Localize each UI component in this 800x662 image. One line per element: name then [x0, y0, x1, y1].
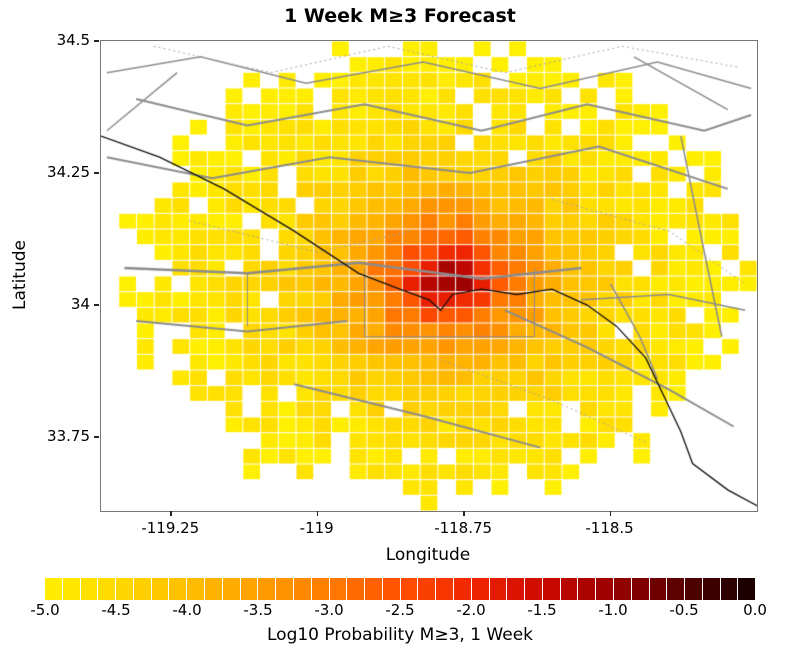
- colorbar-segment: [382, 578, 400, 600]
- colorbar-tick-label: -4.5: [101, 601, 131, 619]
- colorbar-segment: [542, 578, 560, 600]
- colorbar: [45, 578, 756, 600]
- colorbar-segment: [720, 578, 738, 600]
- colorbar-segment: [45, 578, 62, 600]
- colorbar-segment: [453, 578, 471, 600]
- colorbar-segment: [311, 578, 329, 600]
- colorbar-segment: [98, 578, 116, 600]
- x-tick-mark: [170, 511, 172, 516]
- colorbar-segment: [400, 578, 418, 600]
- colorbar-caption: Log10 Probability M≥3, 1 Week: [267, 625, 533, 645]
- colorbar-segment: [631, 578, 649, 600]
- colorbar-segment: [596, 578, 613, 600]
- x-tick-label: -118.5: [585, 519, 634, 537]
- colorbar-segment: [62, 578, 80, 600]
- colorbar-segment: [489, 578, 507, 600]
- colorbar-segment: [702, 578, 720, 600]
- x-tick-label: -119: [299, 519, 334, 537]
- heatmap-canvas: [100, 40, 758, 512]
- colorbar-tick-label: -5.0: [30, 601, 60, 619]
- colorbar-segment: [418, 578, 436, 600]
- y-tick-mark: [94, 40, 99, 42]
- colorbar-segment: [276, 578, 293, 600]
- colorbar-segment: [258, 578, 276, 600]
- chart-title: 1 Week M≥3 Forecast: [284, 5, 516, 27]
- colorbar-segment: [525, 578, 542, 600]
- y-axis-label: Latitude: [10, 240, 30, 310]
- colorbar-tick-label: -1.5: [527, 601, 557, 619]
- colorbar-segment: [80, 578, 98, 600]
- x-tick-mark: [463, 511, 465, 516]
- colorbar-tick-label: 0.0: [743, 601, 767, 619]
- colorbar-segment: [133, 578, 151, 600]
- y-tick-label: 34.25: [47, 163, 90, 182]
- x-tick-label: -119.25: [141, 519, 200, 537]
- colorbar-tick-label: -4.0: [172, 601, 202, 619]
- y-tick-label: 34.5: [56, 31, 90, 49]
- x-tick-label: -118.75: [434, 519, 493, 537]
- colorbar-segment: [471, 578, 489, 600]
- y-tick-mark: [94, 304, 99, 306]
- colorbar-tick-label: -1.0: [598, 601, 628, 619]
- colorbar-tick-label: -2.0: [456, 601, 486, 619]
- colorbar-segment: [507, 578, 525, 600]
- colorbar-segment: [649, 578, 667, 600]
- colorbar-segment: [116, 578, 133, 600]
- colorbar-segment: [293, 578, 311, 600]
- y-tick-mark: [94, 172, 99, 174]
- colorbar-segment: [151, 578, 169, 600]
- colorbar-segment: [436, 578, 453, 600]
- colorbar-tick-label: -0.5: [669, 601, 699, 619]
- colorbar-segment: [738, 578, 756, 600]
- colorbar-segment: [205, 578, 222, 600]
- colorbar-segment: [240, 578, 258, 600]
- colorbar-segment: [667, 578, 685, 600]
- colorbar-tick-label: -3.5: [243, 601, 273, 619]
- colorbar-segment: [169, 578, 187, 600]
- colorbar-segment: [222, 578, 240, 600]
- x-tick-mark: [609, 511, 612, 516]
- y-tick-label: 33.75: [47, 427, 90, 446]
- y-tick-mark: [94, 436, 99, 438]
- colorbar-labels: -5.0 -4.5 -4.0 -3.5 -3.0 -2.5 -2.0 -1.5 -1.0 -0.5…: [30, 601, 767, 621]
- colorbar-segment: [329, 578, 347, 600]
- colorbar-segment: [365, 578, 382, 600]
- colorbar-segment: [347, 578, 365, 600]
- colorbar-tick-label: -3.0: [314, 601, 344, 619]
- colorbar-segment: [685, 578, 702, 600]
- colorbar-segment: [578, 578, 596, 600]
- colorbar-segment: [560, 578, 578, 600]
- x-tick-mark: [316, 511, 319, 516]
- x-axis-label: Longitude: [385, 545, 471, 565]
- colorbar-tick-label: -2.5: [385, 601, 415, 619]
- y-tick-label: 34: [70, 295, 90, 314]
- colorbar-segment: [187, 578, 205, 600]
- colorbar-segment: [614, 578, 631, 600]
